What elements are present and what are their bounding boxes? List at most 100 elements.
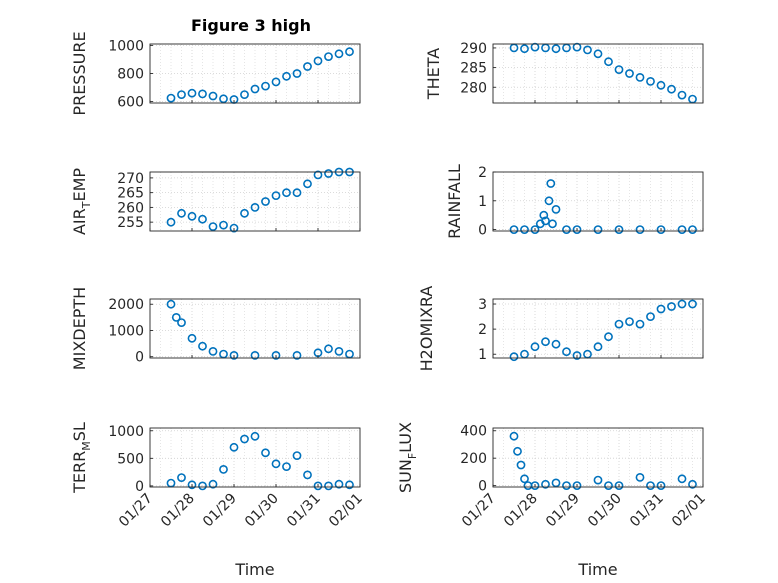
data-point: [271, 350, 281, 360]
data-point: [677, 225, 687, 234]
y-tick-label: 280: [460, 80, 487, 96]
data-point: [271, 77, 281, 87]
data-point: [667, 84, 676, 94]
data-point: [551, 339, 561, 349]
data-point: [583, 45, 592, 55]
data-point: [198, 89, 207, 99]
data-point: [656, 481, 666, 490]
axes-box: [149, 427, 361, 488]
data-point: [530, 225, 540, 234]
data-point: [240, 90, 249, 99]
figure-title: Figure 3 high: [191, 16, 311, 35]
plot-area: [493, 172, 703, 231]
x-axis-label: Time: [577, 560, 617, 579]
data-point: [656, 80, 666, 90]
data-point: [292, 69, 302, 78]
data-point: [219, 464, 228, 474]
axes-box: [149, 171, 361, 232]
x-tick-label: 01/28: [501, 491, 541, 531]
subplot-h2omixra: 1 2 3 H2OMIXRA: [417, 286, 704, 372]
y-axis-label: MIXDEPTH: [70, 287, 89, 370]
subplot-pressure: 600 800 1000 PRESSURE: [70, 31, 361, 116]
data-point: [593, 225, 603, 234]
data-point: [604, 332, 613, 342]
y-tick-label: 2: [478, 165, 487, 181]
data-point: [303, 179, 312, 189]
data-point: [625, 317, 634, 326]
y-tick-label: 1000: [108, 38, 144, 54]
x-tick-label: 01/30: [242, 491, 282, 531]
data-point: [313, 170, 323, 180]
data-point: [604, 481, 613, 490]
data-point: [509, 352, 519, 362]
data-point: [177, 318, 186, 327]
data-point: [240, 208, 249, 218]
y-axis-label: SUNFLUX: [396, 422, 419, 493]
y-tick-label: 1000: [108, 424, 144, 440]
data-point: [198, 481, 207, 491]
data-point: [562, 225, 571, 234]
data-point: [688, 299, 697, 309]
data-point: [303, 62, 312, 71]
subplot-mixdepth: 0 1000 2000 MIXDEPTH: [70, 287, 361, 370]
data-point: [593, 475, 603, 485]
data-point: [646, 312, 655, 321]
data-point: [593, 49, 603, 59]
data-point: [614, 319, 624, 329]
axes-box: [149, 298, 361, 359]
y-tick-label: 200: [460, 451, 487, 467]
data-point: [530, 342, 540, 352]
y-tick-label: 265: [117, 186, 144, 202]
data-point: [187, 88, 197, 98]
data-point: [541, 216, 550, 226]
x-tick-label: 02/01: [326, 491, 366, 531]
y-axis-label: H2OMIXRA: [417, 286, 436, 372]
data-point: [334, 49, 344, 59]
y-tick-label: 285: [460, 61, 487, 77]
data-point: [604, 57, 613, 67]
data-point: [614, 65, 624, 74]
data-point: [303, 470, 312, 480]
data-point: [656, 225, 666, 234]
x-tick-label: 01/29: [200, 491, 240, 531]
y-tick-label: 0: [478, 479, 487, 495]
data-point: [539, 210, 549, 220]
data-point: [677, 90, 687, 100]
data-point: [292, 188, 302, 198]
data-point: [229, 350, 239, 360]
data-point: [324, 344, 333, 354]
data-point: [261, 197, 270, 206]
data-point: [208, 479, 218, 489]
data-point: [635, 319, 645, 329]
subplot-theta: 280 285 290 THETA: [424, 41, 704, 104]
data-point: [250, 431, 260, 441]
data-point: [282, 462, 291, 471]
data-point: [219, 94, 228, 104]
data-point: [546, 179, 556, 188]
data-point: [198, 214, 207, 224]
data-point: [677, 474, 687, 484]
y-tick-label: 2000: [108, 297, 144, 313]
y-tick-label: 270: [117, 171, 144, 187]
y-axis-label: RAINFALL: [445, 164, 464, 239]
data-point: [334, 479, 344, 489]
x-tick-label: 02/01: [669, 491, 709, 531]
y-tick-label: 2: [478, 322, 487, 338]
y-tick-label: 1000: [108, 323, 144, 339]
data-point: [187, 211, 197, 221]
y-axis-label: AIRTEMP: [70, 168, 93, 235]
y-tick-label: 0: [478, 223, 487, 239]
y-tick-label: 1: [478, 347, 487, 363]
data-point: [635, 472, 645, 482]
data-point: [177, 90, 186, 99]
data-point: [572, 225, 582, 234]
subplot-terr-msl: 0 500 1000 TERRMSL 01/27 01/28 01/29 01/30 01/31…: [70, 422, 366, 579]
y-tick-label: 500: [117, 451, 144, 467]
data-point: [572, 42, 582, 52]
y-tick-label: 255: [117, 215, 144, 231]
x-tick-label: 01/31: [284, 491, 324, 531]
data-point: [688, 225, 697, 234]
data-point: [516, 460, 526, 470]
data-point: [635, 225, 645, 234]
